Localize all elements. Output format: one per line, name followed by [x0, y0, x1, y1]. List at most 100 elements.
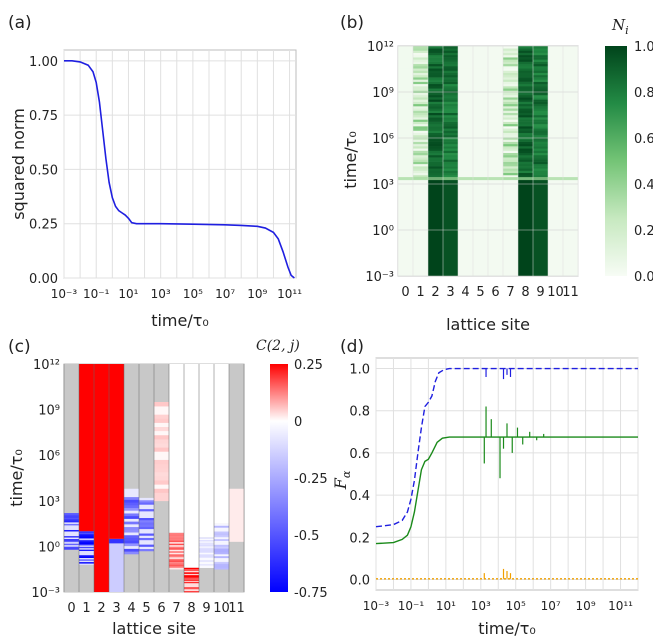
panel-b-cell — [518, 110, 534, 113]
panel-b-cell — [443, 154, 459, 158]
panel-b-cell — [458, 163, 474, 167]
panel-c-cell — [214, 540, 229, 543]
panel-d-y-axis-label: Fα — [331, 470, 353, 490]
panel-b-cell — [518, 63, 534, 67]
panel-b-cell — [428, 161, 444, 165]
panel-b-cell — [503, 141, 519, 145]
panel-b-cell — [398, 126, 414, 129]
panel-c-cell — [124, 529, 139, 533]
panel-b-x-tick-label: 11 — [562, 285, 579, 300]
panel-b-cell — [548, 72, 564, 76]
panel-c-cell — [139, 531, 154, 534]
panel-b-cell — [473, 174, 489, 178]
panel-b-cell — [548, 52, 564, 56]
panel-b-cell — [458, 134, 474, 138]
panel-b-cell — [473, 88, 489, 91]
panel-c-cell — [169, 541, 184, 544]
panel-b-cell — [413, 126, 429, 129]
panel-b-cell — [458, 112, 474, 116]
panel-b-cell — [533, 94, 549, 98]
panel-b-cell — [413, 79, 429, 82]
panel-b-cell — [428, 106, 444, 109]
panel-b-cell — [413, 54, 429, 58]
panel-b-cell — [488, 88, 504, 91]
panel-b-cell — [518, 126, 534, 129]
panel-c-cell — [214, 538, 229, 541]
panel-b-cell — [518, 68, 534, 71]
panel-b-cell — [548, 57, 564, 60]
panel-b-cell — [473, 146, 489, 149]
panel-b-cell — [563, 94, 579, 98]
panel-b-cell — [413, 66, 429, 69]
panel-b-cell — [533, 139, 549, 142]
panel-b-cell — [458, 103, 474, 107]
panel-b-cell — [563, 110, 579, 113]
panel-b-cell — [533, 97, 549, 100]
panel-c-cell — [139, 504, 154, 507]
panel-b-cell — [518, 128, 534, 131]
panel-b-cell — [473, 143, 489, 147]
panel-b-colorbar-label-main: N — [611, 16, 626, 34]
panel-b-cell — [518, 146, 534, 149]
panel-c-cell — [214, 557, 229, 560]
panel-b-cell — [548, 74, 564, 78]
panel-b-cell — [428, 94, 444, 98]
panel-c-cell — [199, 551, 214, 553]
panel-c-cell — [184, 587, 199, 590]
panel-c-cell — [124, 513, 139, 517]
panel-c-cell — [169, 543, 184, 546]
panel-b-cell — [473, 168, 489, 171]
panel-c-cell — [154, 480, 169, 485]
panel-c-cell — [199, 543, 214, 546]
panel-b-cell — [428, 103, 444, 107]
panel-c-cell — [214, 559, 229, 562]
panel-b-cell — [563, 112, 579, 116]
panel-b-cell — [443, 68, 459, 71]
panel-b-cell — [473, 74, 489, 78]
panel-b-cell — [458, 61, 474, 65]
panel-b-cell — [518, 48, 534, 51]
panel-c-cell — [184, 576, 199, 579]
panel-c-cell — [199, 555, 214, 557]
panel-c-cell — [124, 504, 139, 509]
panel-c-cell — [154, 500, 169, 592]
panel-b-cell — [533, 63, 549, 67]
panel-b-cell — [488, 101, 504, 105]
panel-b-cell — [548, 54, 564, 58]
panel-c-cell — [184, 573, 199, 576]
panel-b-cell — [563, 70, 579, 73]
panel-a: (a) 10⁻³ 10⁻¹ 10¹ 10³ 10⁵ 10⁷ 10⁹ 10¹¹ 0.00 0.25… — [8, 13, 302, 330]
panel-b-cell — [503, 154, 519, 158]
panel-a-x-tick-label: 10⁻³ — [51, 287, 78, 301]
panel-b-cell — [518, 106, 534, 109]
panel-b-cell — [398, 148, 414, 151]
panel-b-cell — [533, 121, 549, 125]
panel-b-cell — [533, 157, 549, 160]
panel-b-cell — [443, 74, 459, 78]
panel-b-cell — [518, 179, 534, 276]
panel-b-cell — [503, 150, 519, 154]
panel-c-cell — [214, 546, 229, 549]
panel-b-cell — [398, 106, 414, 109]
panel-c-cell — [169, 544, 184, 547]
panel-b-cell — [413, 146, 429, 149]
panel-c-cell — [124, 540, 139, 544]
panel-c-x-tick-label: 2 — [97, 601, 105, 616]
panel-b-cell — [563, 106, 579, 109]
panel-b-cell — [443, 137, 459, 140]
panel-c-cell — [109, 364, 124, 539]
panel-c-cell — [79, 554, 94, 557]
panel-b-cell — [548, 123, 564, 127]
panel-b-cell — [518, 50, 534, 53]
panel-b-cell — [533, 106, 549, 109]
panel-b-cell — [548, 148, 564, 151]
panel-b-cell — [563, 134, 579, 138]
panel-b-cell — [488, 134, 504, 138]
panel-b-cell — [443, 126, 459, 129]
panel-b-cell — [533, 108, 549, 111]
panel-b-cell — [473, 152, 489, 156]
panel-c-cell — [79, 556, 94, 558]
panel-b-cell — [443, 130, 459, 134]
panel-c-cell — [184, 578, 199, 581]
panel-b-cell — [548, 114, 564, 118]
